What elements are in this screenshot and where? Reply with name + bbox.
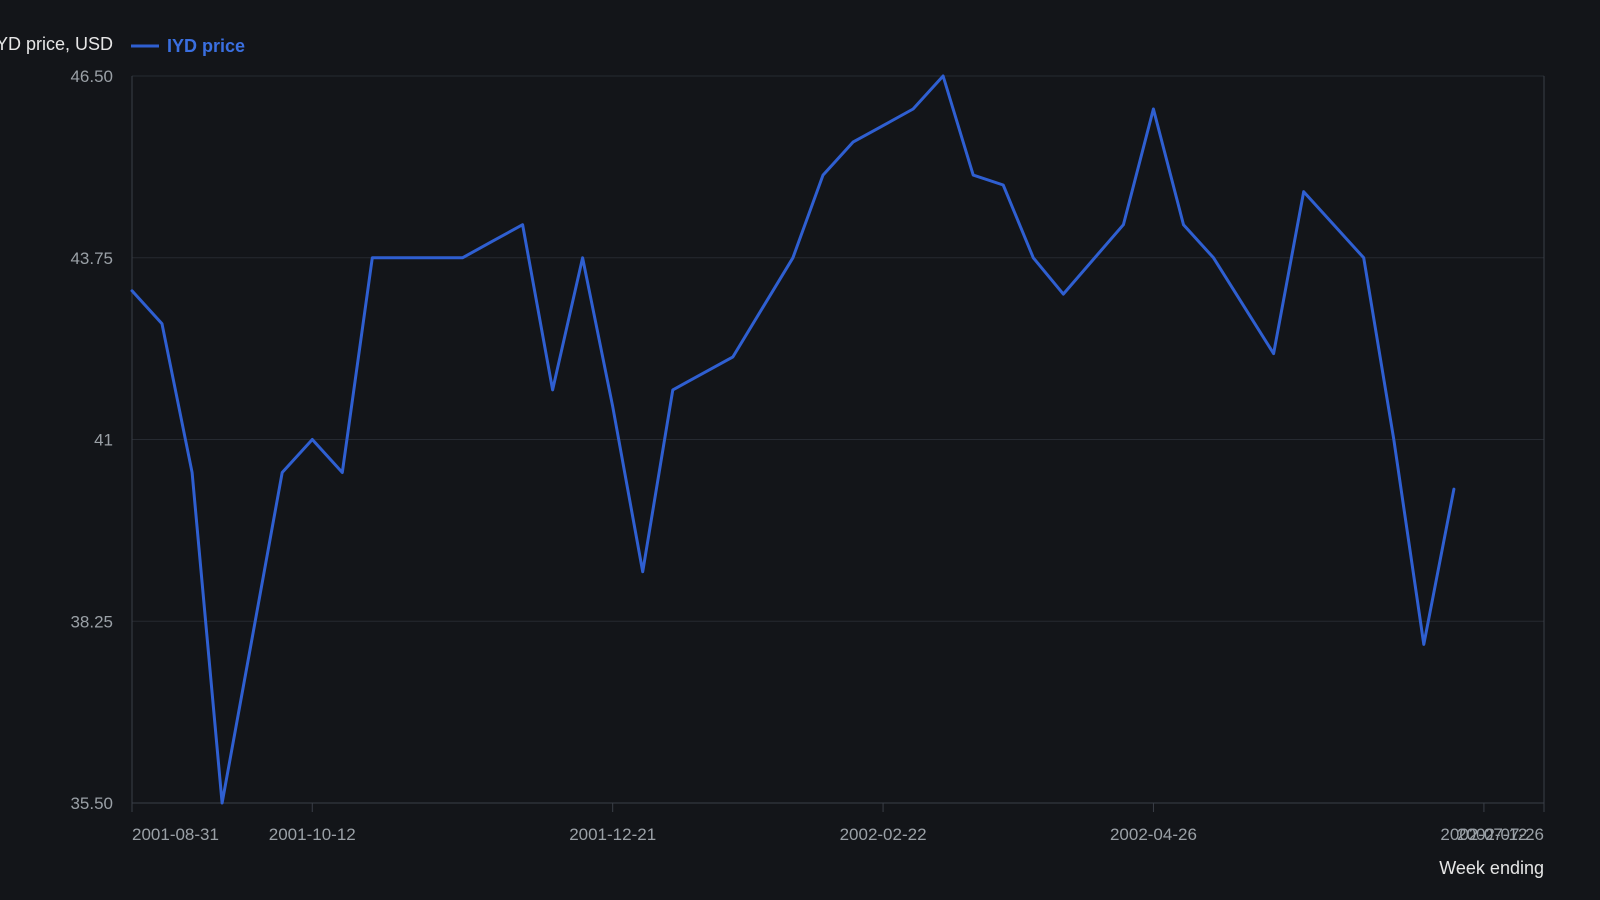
x-tick-label: 2001-12-21 xyxy=(569,825,656,844)
grid-lines xyxy=(132,75,1544,804)
axes xyxy=(131,76,1545,812)
series-layer xyxy=(130,74,1456,805)
x-tick-label: 2002-04-26 xyxy=(1110,825,1197,844)
x-tick-label: 2002-07-26 xyxy=(1457,825,1544,844)
x-tick-label: 2001-08-31 xyxy=(132,825,219,844)
y-axis-title: IYD price, USD xyxy=(0,34,113,54)
x-tick-label: 2002-02-22 xyxy=(840,825,927,844)
series-line-iyd-price xyxy=(130,74,1456,805)
x-axis-title: Week ending xyxy=(1439,858,1544,878)
y-tick-label: 41 xyxy=(94,431,113,450)
legend-label: IYD price xyxy=(167,36,245,56)
y-tick-label: 43.75 xyxy=(70,249,113,268)
tick-labels: 35.50 38.25 41 43.75 46.50 2001-08-31 2001-10-… xyxy=(70,67,1544,844)
y-tick-label: 38.25 xyxy=(70,612,113,631)
legend: IYD price xyxy=(131,36,245,56)
y-tick-label: 46.50 xyxy=(70,67,113,86)
y-tick-label: 35.50 xyxy=(70,794,113,813)
x-tick-label: 2002-07-12 xyxy=(1440,825,1527,844)
x-tick-label: 2001-10-12 xyxy=(269,825,356,844)
